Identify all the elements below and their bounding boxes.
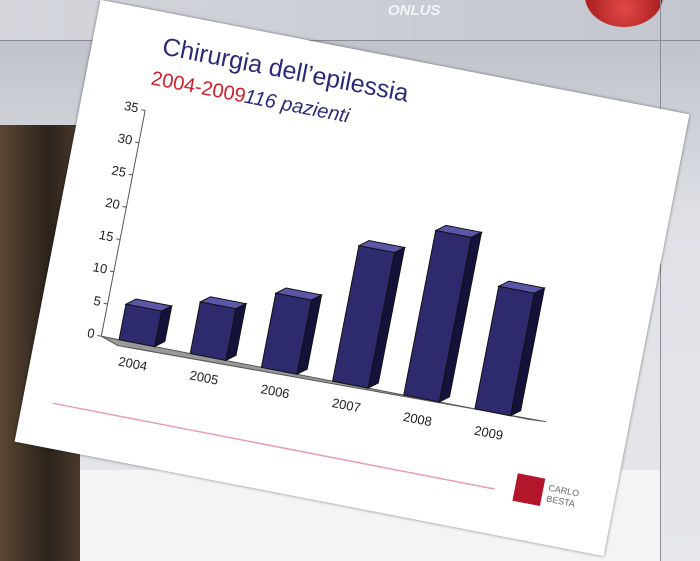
- tick-mark: [116, 239, 120, 240]
- divider: [660, 0, 661, 561]
- x-tick-label: 2007: [331, 395, 362, 415]
- y-tick-label: 0: [86, 325, 96, 341]
- tick-mark: [104, 303, 108, 304]
- y-tick-label: 15: [98, 227, 115, 244]
- tick-mark: [122, 206, 126, 207]
- y-tick-label: 35: [123, 98, 140, 115]
- bar: [119, 297, 172, 348]
- logo-mark: [512, 473, 545, 506]
- tick-mark: [135, 142, 139, 143]
- bar: [475, 279, 545, 417]
- x-tick-label: 2005: [188, 367, 219, 387]
- y-tick-label: 10: [92, 259, 109, 276]
- tick-mark: [97, 335, 101, 336]
- bar: [333, 239, 405, 390]
- y-tick-label: 25: [110, 162, 127, 179]
- page: ONLUS Chirurgia dell’epilessia 2004-2009…: [0, 0, 700, 561]
- bar: [190, 295, 246, 362]
- bar: [261, 286, 321, 376]
- x-tick-label: 2004: [117, 354, 148, 374]
- floor: [100, 335, 546, 428]
- x-tick-label: 2006: [260, 381, 291, 401]
- bar: [404, 224, 482, 404]
- tick-mark: [110, 271, 114, 272]
- y-tick-label: 5: [92, 293, 102, 309]
- x-tick-label: 2009: [473, 423, 504, 443]
- banner-label: ONLUS: [388, 2, 441, 19]
- y-tick-label: 20: [104, 195, 121, 212]
- x-tick-label: 2008: [402, 409, 433, 429]
- bar-front: [119, 304, 161, 346]
- tick-mark: [141, 110, 145, 111]
- y-tick-label: 30: [117, 130, 134, 147]
- tick-mark: [129, 174, 133, 175]
